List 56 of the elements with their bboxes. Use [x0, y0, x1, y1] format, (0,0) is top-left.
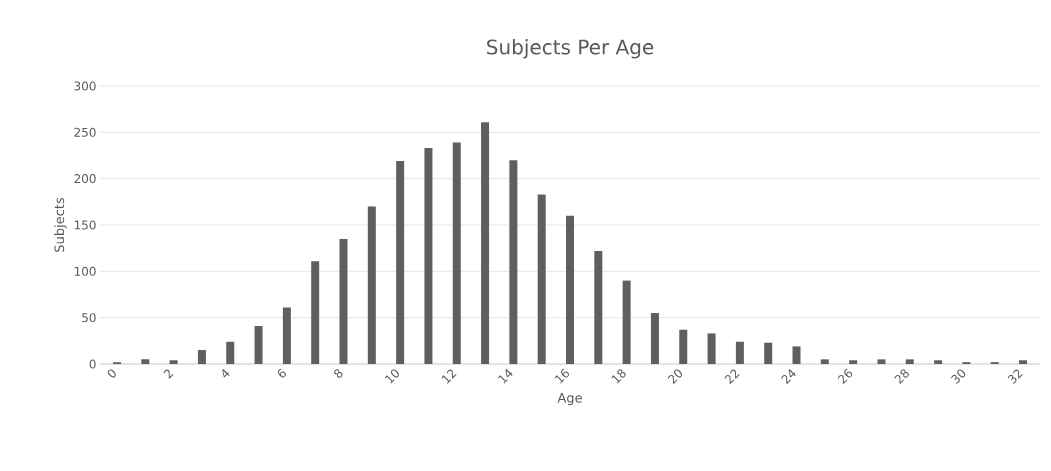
- bar: [282, 307, 291, 364]
- bar: [905, 359, 914, 364]
- bar: [254, 326, 263, 364]
- bar: [820, 359, 829, 364]
- bar: [537, 194, 546, 364]
- bar: [169, 360, 178, 364]
- bar: [396, 161, 405, 364]
- x-tick-label: 26: [837, 368, 853, 385]
- chart-title: Subjects Per Age: [487, 39, 654, 59]
- y-tick-label: 50: [82, 313, 96, 323]
- x-tick-label: 6: [277, 368, 286, 378]
- bar: [934, 360, 943, 364]
- bar: [735, 341, 744, 364]
- x-tick-label: 12: [441, 369, 457, 384]
- y-tick-label: 300: [74, 81, 96, 91]
- x-tick-label: 10: [384, 369, 399, 384]
- x-tick-label: 28: [894, 369, 909, 385]
- bar: [707, 333, 716, 364]
- x-tick-label: 24: [781, 369, 796, 385]
- bar: [679, 329, 688, 364]
- y-tick-label: 0: [89, 359, 96, 369]
- x-tick-label: 4: [222, 369, 230, 378]
- bar: [849, 360, 858, 364]
- bar: [622, 280, 631, 364]
- x-tick-label: 20: [667, 369, 683, 385]
- y-tick-label: 150: [74, 220, 96, 230]
- bar: [792, 346, 801, 364]
- y-tick-label: 250: [74, 127, 96, 137]
- y-tick-label: 100: [74, 266, 96, 276]
- x-axis-title: Age: [557, 393, 582, 406]
- bar: [311, 261, 320, 364]
- bar: [367, 206, 376, 364]
- bar: [650, 313, 659, 364]
- bar: [141, 359, 150, 364]
- x-tick-label: 14: [498, 369, 513, 384]
- x-tick-label: 2: [163, 369, 174, 379]
- bar: [509, 160, 518, 364]
- x-tick-label: 30: [950, 369, 966, 384]
- bar: [1019, 360, 1028, 364]
- bar: [481, 122, 490, 364]
- bar: [424, 148, 433, 364]
- y-axis-title: Subjects: [54, 197, 67, 252]
- x-tick-label: 0: [107, 369, 116, 378]
- bar: [594, 250, 603, 364]
- bar: [877, 359, 886, 364]
- x-tick-label: 16: [554, 368, 570, 384]
- y-tick-label: 200: [74, 174, 96, 184]
- bar: [226, 341, 235, 364]
- bar: [197, 350, 206, 364]
- bar: [452, 142, 461, 364]
- x-tick-label: 32: [1007, 369, 1023, 384]
- x-tick-label: 22: [724, 369, 740, 385]
- x-tick-label: 8: [334, 369, 343, 378]
- x-tick-label: 18: [611, 369, 626, 384]
- bar: [566, 215, 575, 364]
- bar: [764, 342, 773, 364]
